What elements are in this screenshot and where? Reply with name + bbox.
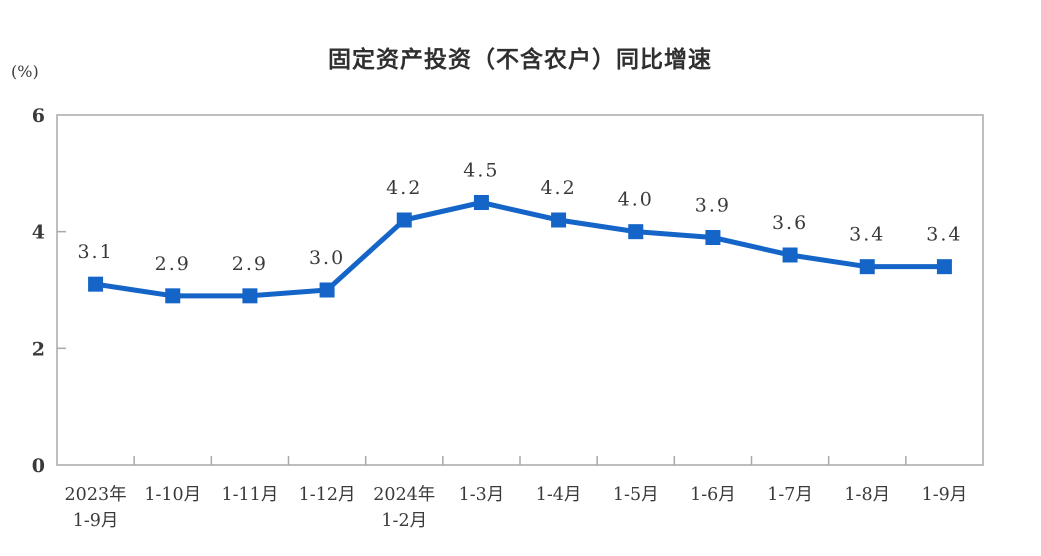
data-point-marker (242, 288, 258, 304)
x-axis-category-label: 1-5月 (613, 485, 659, 505)
data-point-label: 3.9 (695, 195, 731, 217)
data-point-label: 3.0 (309, 247, 345, 269)
data-point-label: 2.9 (155, 253, 191, 275)
x-axis-category-label: 1-6月 (690, 485, 736, 505)
data-point-marker (936, 259, 952, 275)
data-point-label: 3.6 (772, 212, 808, 234)
data-point-marker (473, 195, 489, 210)
data-point-label: 4.0 (618, 189, 654, 211)
y-axis-tick-label: 0 (32, 455, 45, 477)
data-point-marker (396, 212, 412, 228)
data-point-marker (782, 247, 798, 263)
data-point-label: 4.2 (540, 177, 576, 199)
x-axis-category-label: 1-11月 (222, 485, 279, 505)
x-axis-category-label: 1-3月 (459, 485, 505, 505)
x-axis-category-label: 1-9月 (922, 485, 968, 505)
x-axis-category-label: 1-8月 (844, 485, 890, 505)
x-axis-category-label: 2024年 (373, 485, 435, 505)
data-point-label: 2.9 (232, 253, 268, 275)
data-point-marker (628, 224, 644, 240)
data-point-label: 4.2 (386, 177, 422, 199)
x-axis-category-label: 1-4月 (536, 485, 582, 505)
series-line (93, 200, 947, 299)
x-axis-category-label: 1-10月 (144, 485, 201, 505)
data-point-marker (88, 276, 104, 292)
y-axis-unit-label: (%) (11, 62, 39, 81)
data-point-marker (551, 212, 567, 228)
data-point-label: 4.5 (463, 160, 499, 182)
x-axis-category-label: 1-9月 (73, 511, 119, 531)
chart-title: 固定资产投资（不含农户）同比增速 (328, 46, 712, 72)
data-point-label: 3.4 (849, 224, 885, 246)
plot-border (56, 114, 984, 466)
y-axis-tick-label: 2 (32, 338, 45, 360)
data-point-marker (859, 259, 875, 275)
y-axis-tick-label: 4 (32, 222, 45, 244)
x-axis-category-label: 1-2月 (381, 511, 427, 531)
data-point-marker (705, 230, 721, 245)
data-point-label: 3.4 (926, 224, 962, 246)
x-axis-category-label: 2023年 (65, 485, 127, 505)
data-point-label: 3.1 (77, 241, 113, 263)
x-axis-category-label: 1-7月 (767, 485, 813, 505)
x-axis-category-label: 1-12月 (299, 485, 356, 505)
data-point-marker (165, 288, 181, 304)
y-axis-tick-label: 6 (32, 105, 45, 127)
data-point-marker (319, 282, 335, 298)
